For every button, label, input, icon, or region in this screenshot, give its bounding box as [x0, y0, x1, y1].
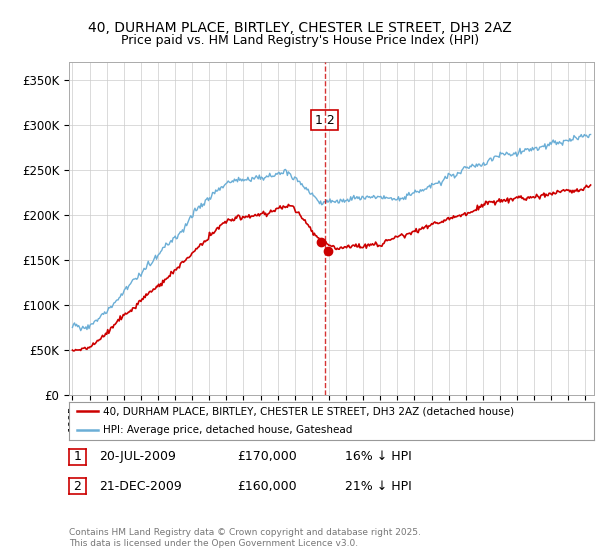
- Text: 1 2: 1 2: [315, 114, 335, 127]
- Text: Price paid vs. HM Land Registry's House Price Index (HPI): Price paid vs. HM Land Registry's House …: [121, 34, 479, 46]
- Text: £160,000: £160,000: [237, 479, 296, 493]
- Text: 40, DURHAM PLACE, BIRTLEY, CHESTER LE STREET, DH3 2AZ: 40, DURHAM PLACE, BIRTLEY, CHESTER LE ST…: [88, 21, 512, 35]
- Text: 21-DEC-2009: 21-DEC-2009: [99, 479, 182, 493]
- Text: Contains HM Land Registry data © Crown copyright and database right 2025.
This d: Contains HM Land Registry data © Crown c…: [69, 528, 421, 548]
- Text: 16% ↓ HPI: 16% ↓ HPI: [345, 450, 412, 464]
- Text: 2: 2: [73, 479, 82, 493]
- Text: 1: 1: [73, 450, 82, 464]
- Text: HPI: Average price, detached house, Gateshead: HPI: Average price, detached house, Gate…: [103, 425, 353, 435]
- Text: 40, DURHAM PLACE, BIRTLEY, CHESTER LE STREET, DH3 2AZ (detached house): 40, DURHAM PLACE, BIRTLEY, CHESTER LE ST…: [103, 406, 514, 416]
- Text: 20-JUL-2009: 20-JUL-2009: [99, 450, 176, 464]
- Text: 21% ↓ HPI: 21% ↓ HPI: [345, 479, 412, 493]
- Text: £170,000: £170,000: [237, 450, 297, 464]
